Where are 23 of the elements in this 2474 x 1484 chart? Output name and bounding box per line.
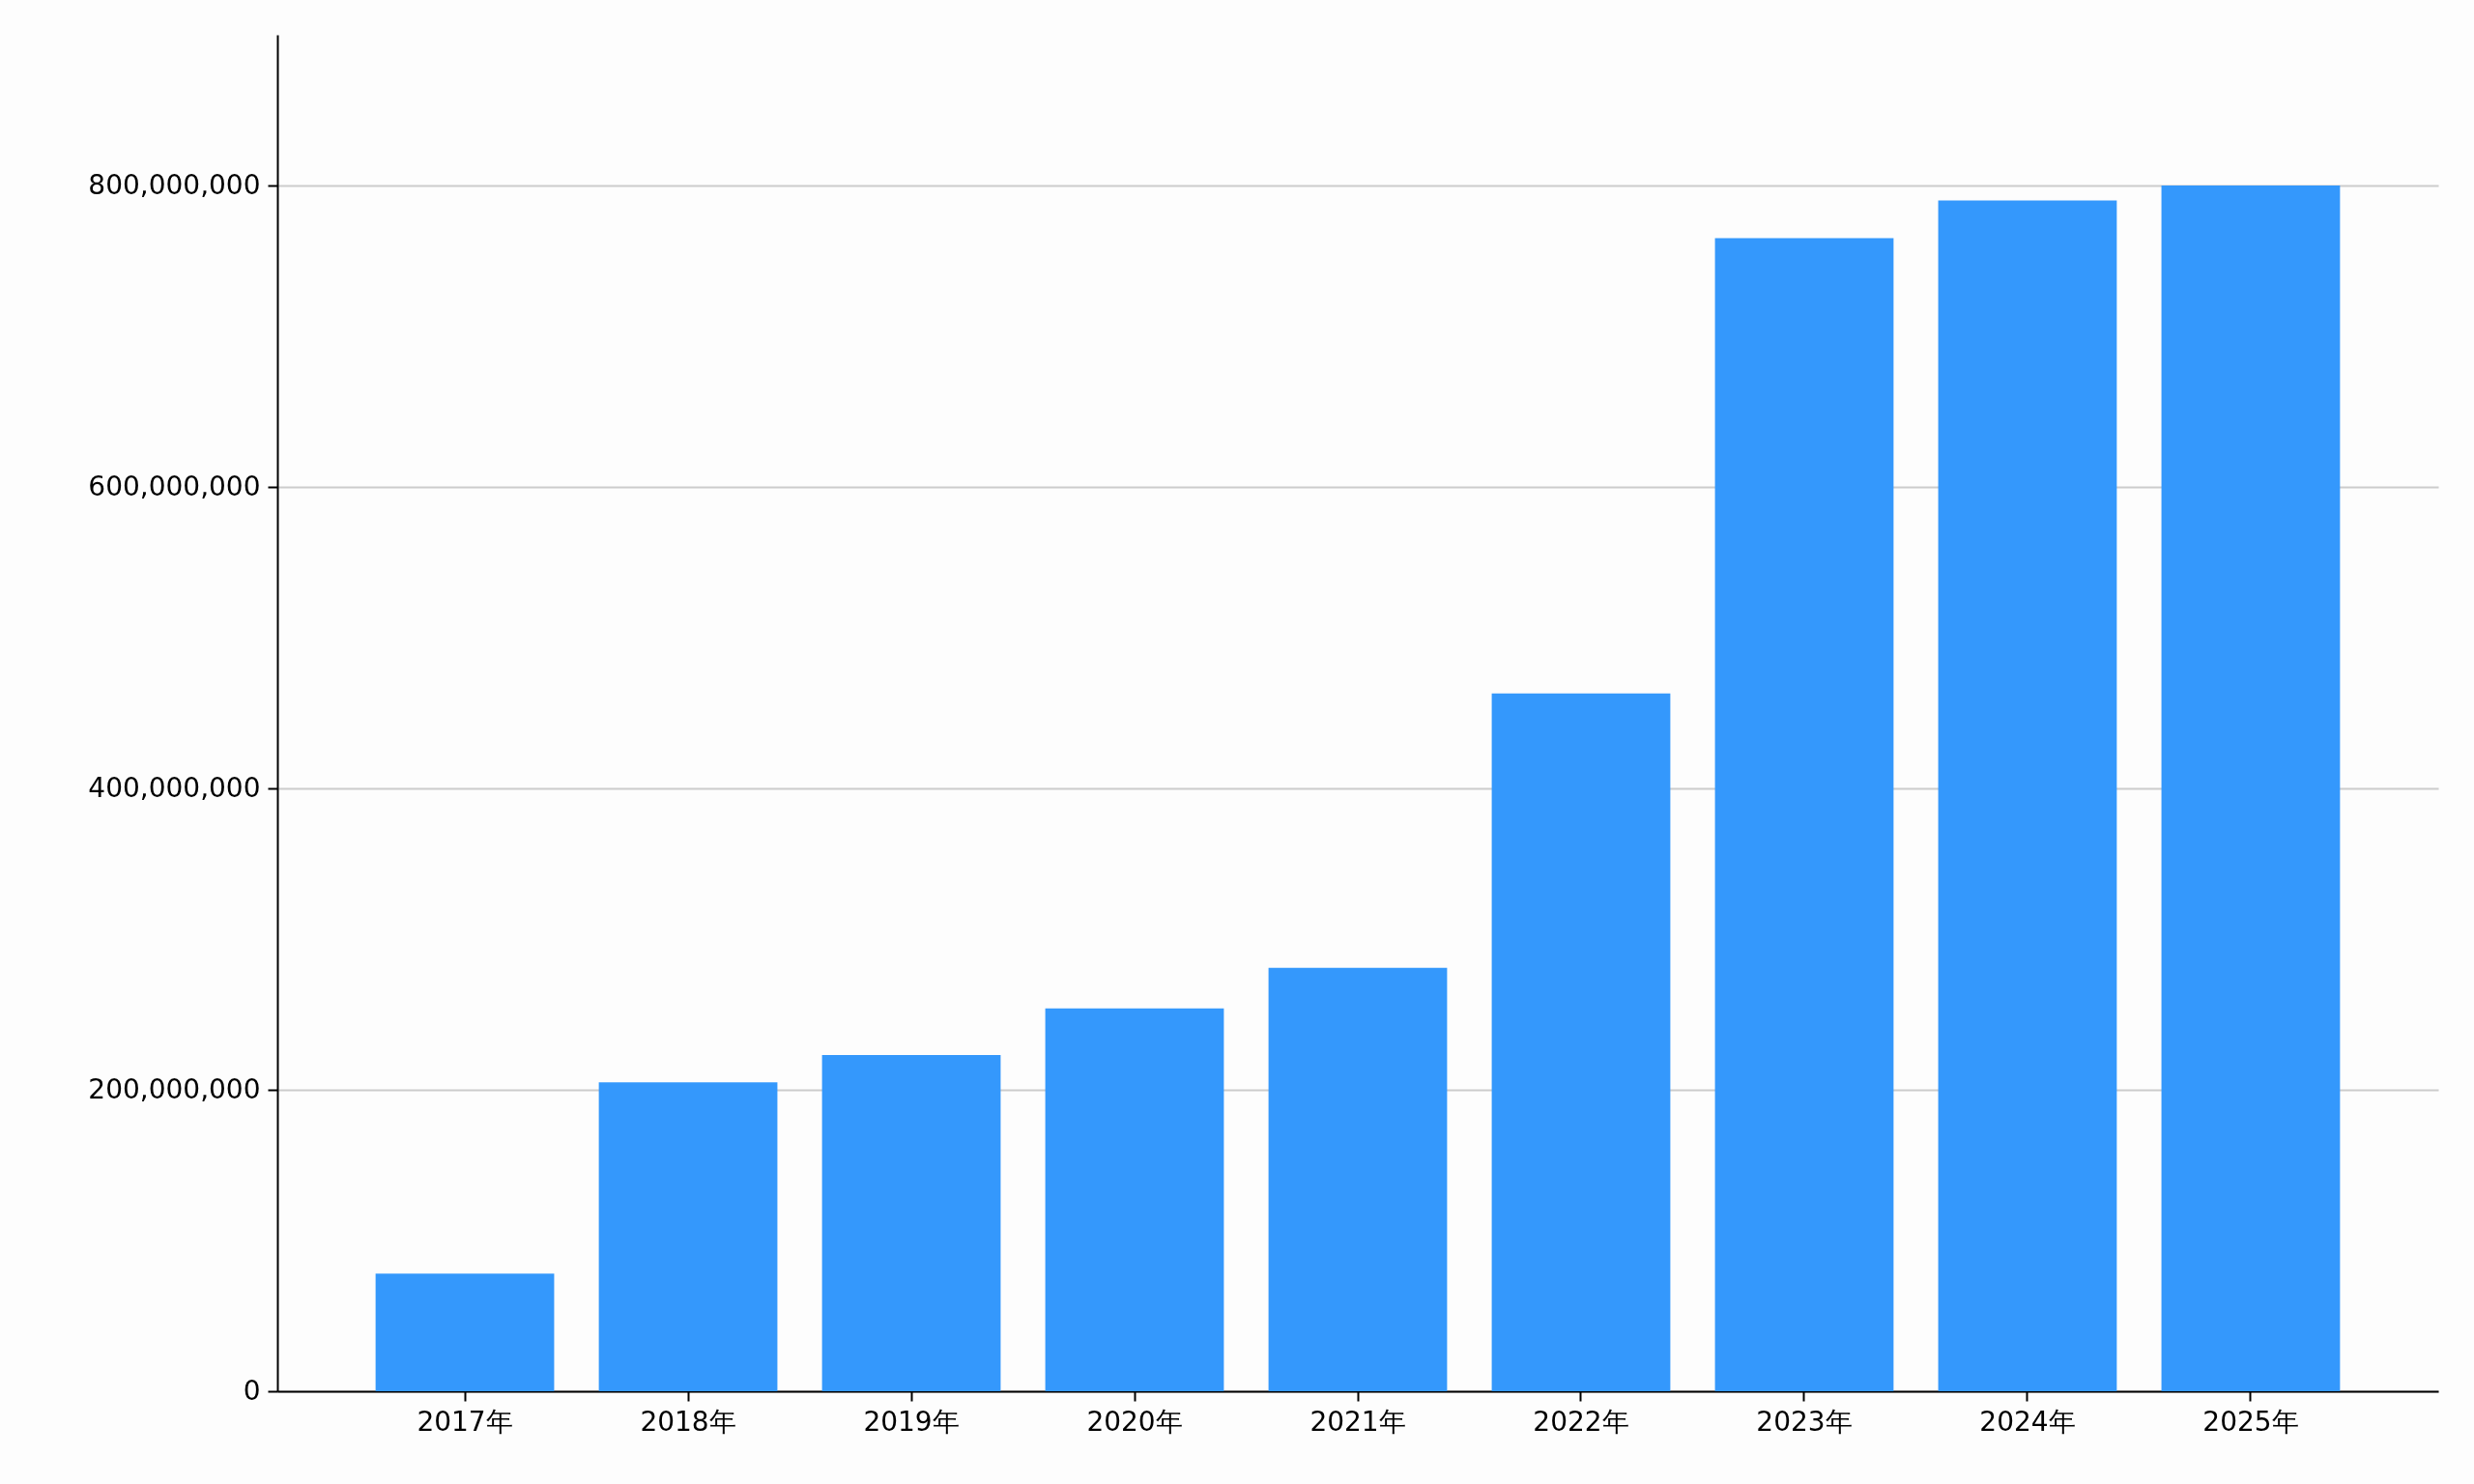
- x-tick-label: 2023年: [1756, 1405, 1853, 1438]
- bar: [1268, 967, 1448, 1391]
- bar: [1714, 238, 1894, 1391]
- bar: [1491, 693, 1671, 1391]
- y-tick-label: 400,000,000: [88, 771, 261, 804]
- y-tick-label: 200,000,000: [88, 1072, 261, 1105]
- x-tick-label: 2020年: [1086, 1405, 1183, 1438]
- bar: [2161, 186, 2341, 1391]
- x-tick-label: 2022年: [1533, 1405, 1629, 1438]
- bar: [821, 1055, 1001, 1391]
- x-tick-label: 2017年: [417, 1405, 513, 1438]
- y-tick-label: 0: [243, 1374, 261, 1407]
- bar: [1045, 1008, 1224, 1391]
- y-tick-label: 600,000,000: [88, 470, 261, 502]
- x-tick-label: 2024年: [1979, 1405, 2076, 1438]
- y-tick-label: 800,000,000: [88, 168, 261, 201]
- x-tick-label: 2019年: [863, 1405, 960, 1438]
- bar: [1938, 200, 2117, 1391]
- x-tick-label: 2025年: [2202, 1405, 2299, 1438]
- bar: [375, 1273, 555, 1391]
- x-tick-label: 2021年: [1309, 1405, 1406, 1438]
- bar: [598, 1082, 778, 1391]
- x-tick-label: 2018年: [640, 1405, 736, 1438]
